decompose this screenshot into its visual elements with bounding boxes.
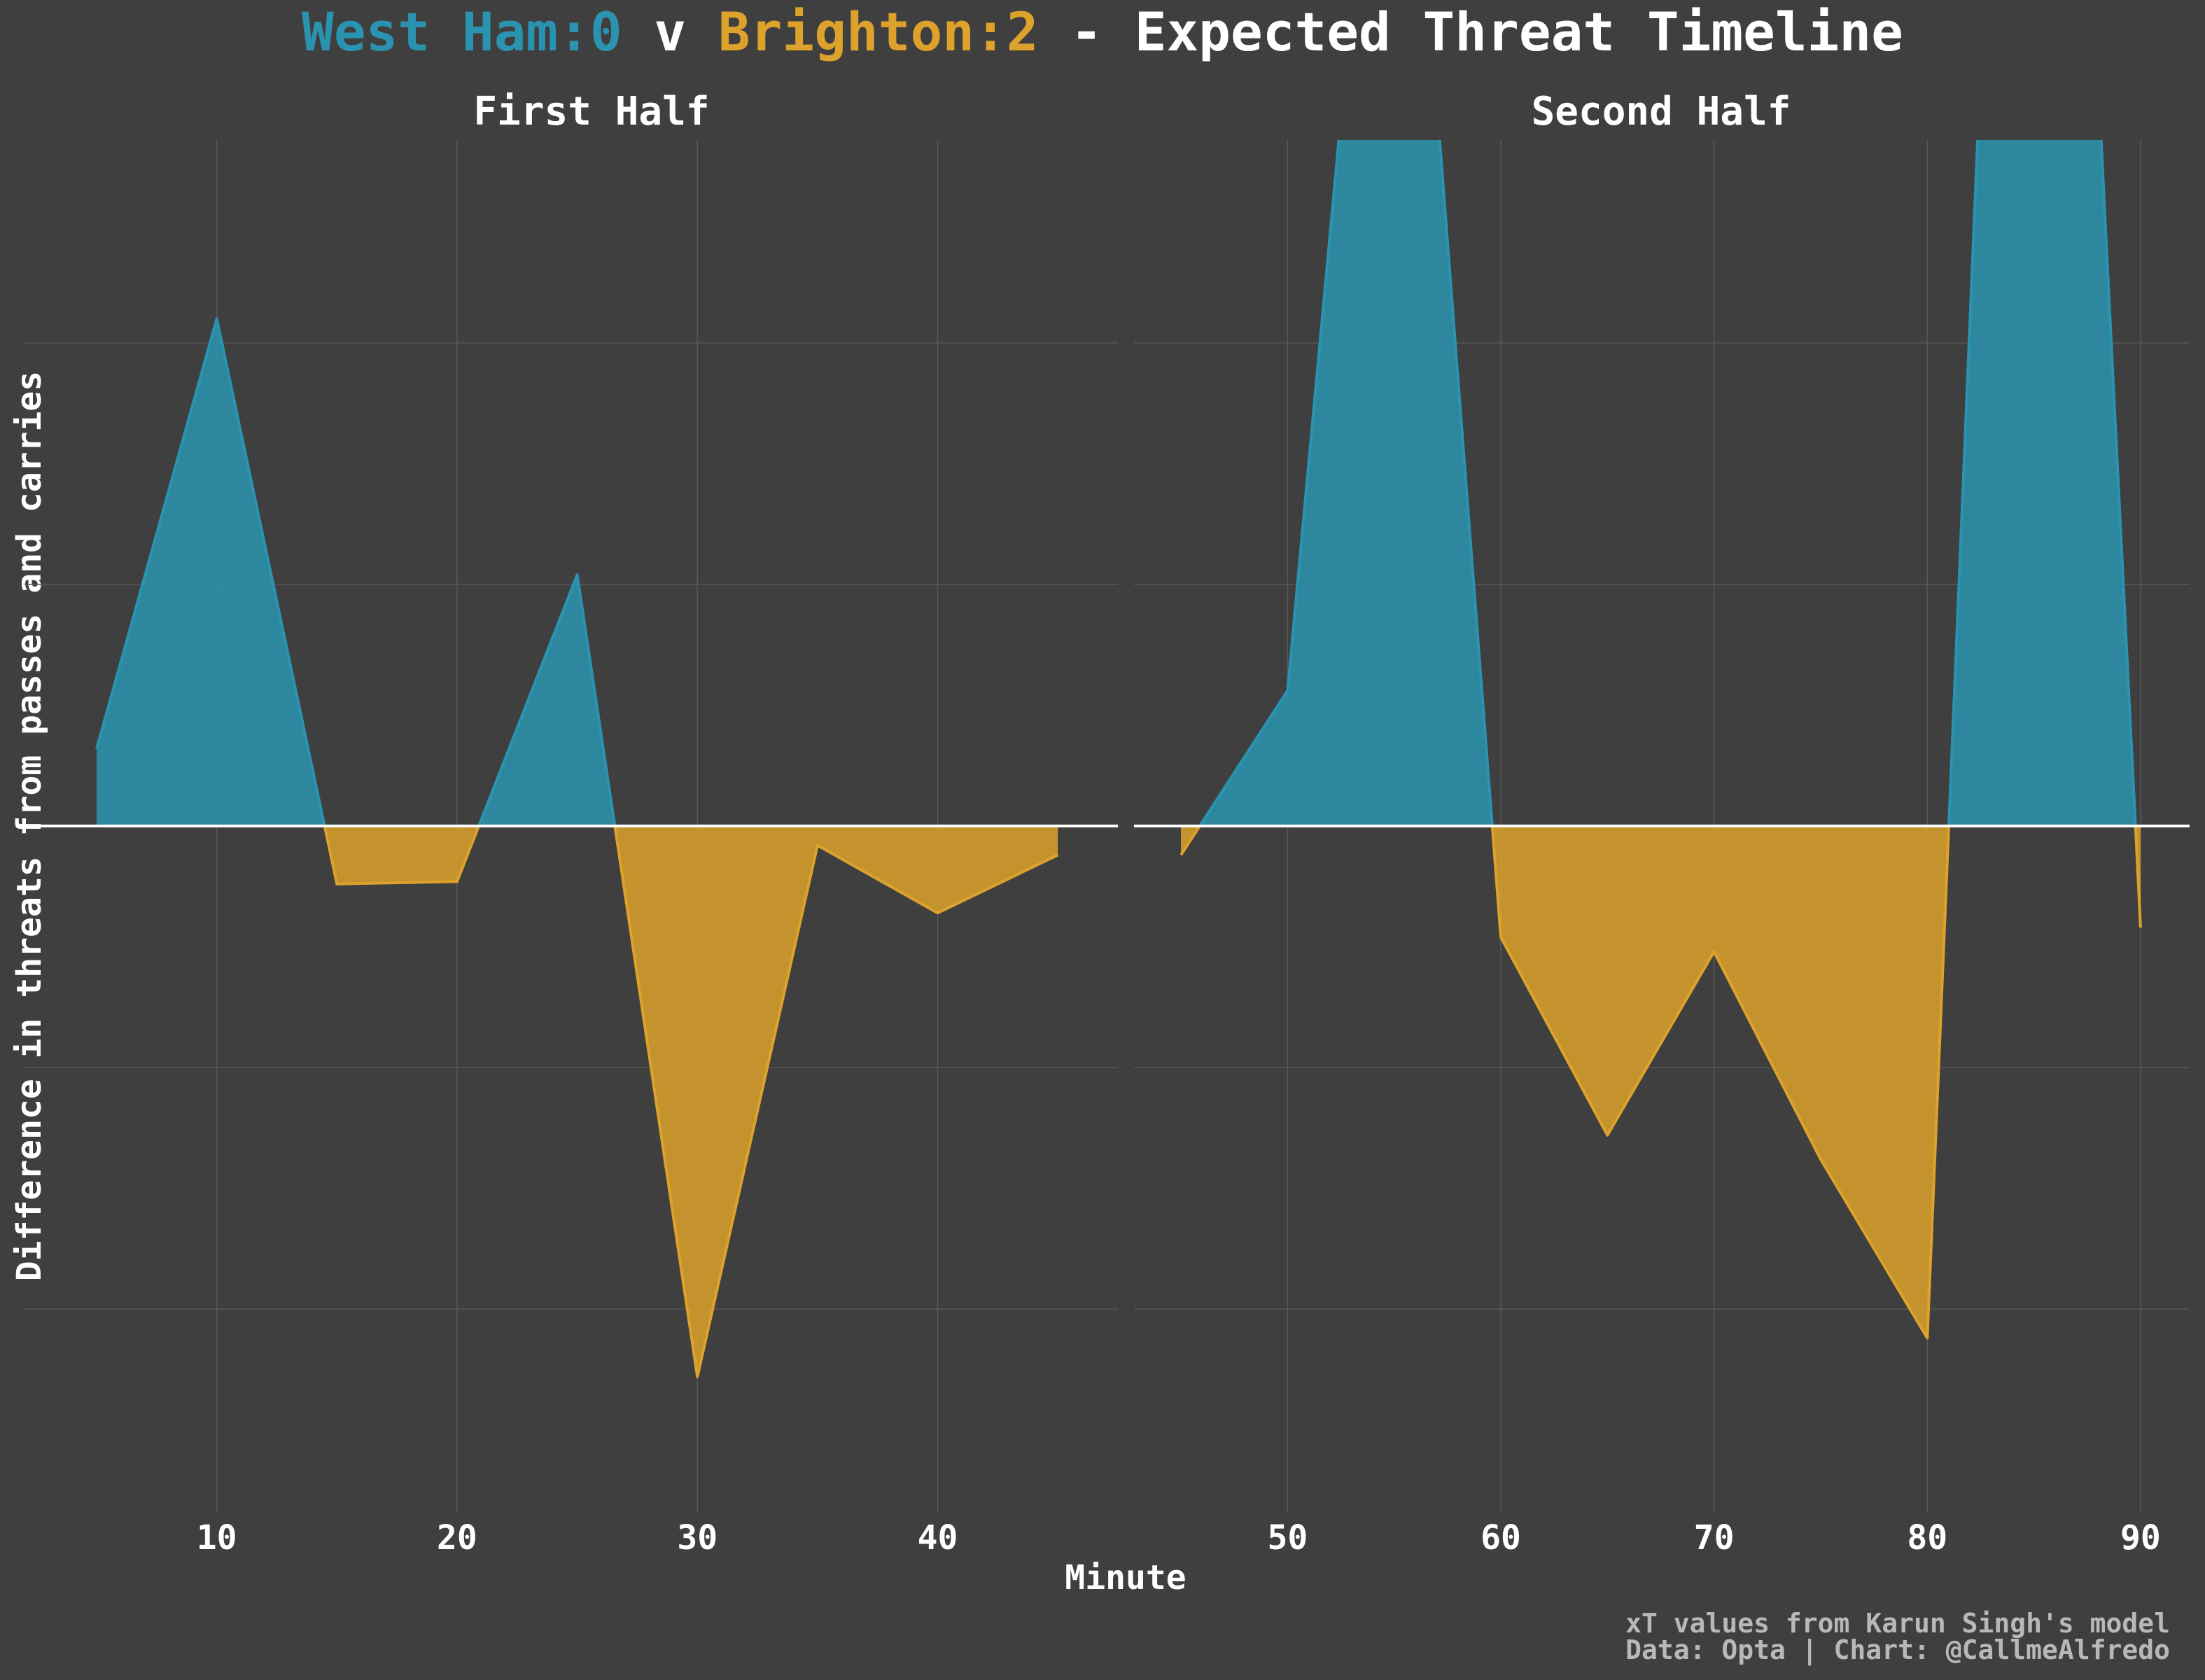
panel-second-half: 50 60 70 80 90 [1134,140,2190,1558]
credit-model: xT values from Karun Singh's model [1625,1608,2170,1639]
x-tick-label: 90 [2120,1518,2161,1558]
title-away-team: Brighton:2 [718,1,1039,63]
title-suffix: - Expected Threat Timeline [1038,1,1903,63]
x-tick-label: 50 [1267,1518,1308,1558]
away-threat-line [323,825,480,886]
x-axis-label: Minute [1065,1558,1186,1597]
away-threat-area [1492,826,1949,1338]
home-threat-area [96,318,325,826]
home-threat-area [479,575,615,826]
x-tick-label: 10 [197,1518,237,1558]
home-threat-line [1198,140,1494,827]
x-tick-label: 80 [1907,1518,1947,1558]
away-threat-line [2134,825,2142,928]
away-threat-area [615,826,1058,1377]
away-threat-line [613,825,1059,1378]
title-separator: v [622,1,718,63]
x-tick-label: 30 [677,1518,718,1558]
title-home-team: West Ham:0 [302,1,622,63]
credit-source: Data: Opta | Chart: @CallmeAlfredo [1625,1634,2170,1666]
panel-title-second-half: Second Half [1532,89,1791,134]
x-tick-label: 70 [1694,1518,1735,1558]
away-threat-line [1180,825,1201,856]
home-threat-line [1947,140,2137,827]
panel-first-half: 10 20 30 40 [24,140,1118,1558]
area-series [1180,140,2142,1340]
x-tick-label: 60 [1480,1518,1521,1558]
home-threat-line [477,573,617,827]
x-tick-label: 40 [918,1518,958,1558]
away-threat-line [1490,825,1950,1340]
home-threat-area [1948,140,2136,826]
panel-title-first-half: First Half [473,89,709,134]
chart-title: West Ham:0 v Brighton:2 - Expected Threa… [302,1,1903,63]
x-tick-label: 20 [437,1518,477,1558]
area-series [95,317,1059,1378]
away-threat-area [324,826,479,884]
home-threat-line [95,317,326,827]
home-threat-area [1199,140,1492,826]
